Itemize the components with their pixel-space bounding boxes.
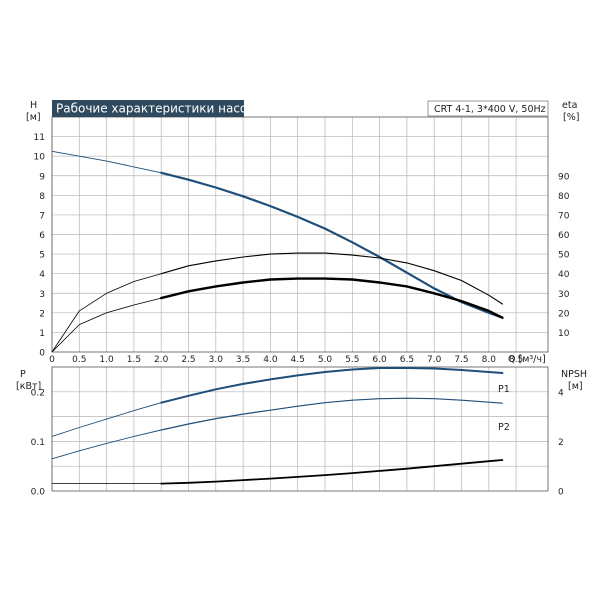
- bottom-y-right-tick-label: 0: [558, 488, 564, 498]
- x-tick-label: 2.0: [154, 355, 169, 365]
- efficiency-curve-2-low-flow: [51, 297, 162, 353]
- top-y-right-tick-label: 70: [558, 211, 570, 221]
- power-p1-curve-low-flow: [51, 402, 162, 437]
- x-tick-label: 3.5: [236, 355, 250, 365]
- top-y-left-tick-label: 9: [39, 172, 45, 182]
- x-tick-label: 7.5: [454, 355, 468, 365]
- bottom-y-left-label: P: [20, 369, 26, 380]
- x-tick-label: 0: [49, 355, 55, 365]
- bottom-y-left-tick-label: 0.1: [31, 438, 45, 448]
- x-tick-label: 1.0: [99, 355, 114, 365]
- x-tick-label: 7.0: [427, 355, 442, 365]
- top-y-left-tick-label: 3: [39, 290, 45, 300]
- x-tick-label: 4.5: [291, 355, 305, 365]
- power-p2-curve: [160, 397, 503, 431]
- curves: [51, 150, 504, 485]
- model-label: CRT 4-1, 3*400 V, 50Hz: [434, 104, 546, 115]
- top-y-right-unit: [%]: [563, 112, 579, 123]
- bottom-y-left-unit: [кВт]: [16, 381, 41, 392]
- chart-title: Рабочие характеристики насоса: [56, 102, 261, 116]
- top-y-right-tick-label: 90: [558, 172, 570, 182]
- bottom-y-right-unit: [м]: [568, 381, 583, 392]
- bottom-grid: [51, 367, 548, 491]
- head-curve: [160, 171, 504, 319]
- top-y-left-tick-label: 7: [39, 211, 45, 221]
- x-tick-label: 5.0: [318, 355, 333, 365]
- x-tick-label: 4.0: [263, 355, 278, 365]
- model-box: [427, 100, 549, 117]
- top-y-left-tick-label: 0: [39, 349, 45, 359]
- bottom-plot-frame: [51, 366, 549, 492]
- top-y-left-tick-label: 8: [39, 192, 45, 202]
- top-y-left-label: H: [30, 100, 37, 111]
- efficiency-curve-2: [159, 277, 504, 319]
- top-y-right-tick-label: 60: [558, 231, 570, 241]
- efficiency-curve-1: [160, 252, 503, 305]
- chart-title-background: [52, 100, 244, 117]
- tick-labels: 0 0.5 1.0 1.5 2.0 2.5 3.0 3.5 4.0 4.5 5.0 5.5 6.0 6.5…: [31, 133, 570, 497]
- x-tick-label: 3.0: [209, 355, 224, 365]
- bottom-y-left-tick-label: 0.0: [31, 488, 46, 498]
- top-grid: [51, 117, 548, 352]
- top-y-right-tick-label: 30: [558, 290, 570, 300]
- top-y-left-tick-label: 6: [39, 231, 45, 241]
- bottom-y-left-tick-label: 0.2: [31, 388, 45, 398]
- top-y-right-tick-label: 40: [558, 270, 570, 280]
- head-curve-low-flow: [51, 150, 162, 174]
- series-label-p2: P2: [498, 422, 510, 433]
- bottom-y-right-tick-label: 4: [558, 388, 564, 398]
- x-tick-label: 0.5: [72, 355, 86, 365]
- power-p1-curve: [160, 367, 504, 404]
- top-plot-frame: [51, 116, 549, 353]
- x-tick-label: 8.5: [509, 355, 523, 365]
- top-y-left-tick-label: 5: [39, 251, 45, 261]
- top-y-left-tick-label: 11: [34, 133, 45, 143]
- top-y-left-tick-label: 4: [39, 270, 45, 280]
- top-y-right-tick-label: 80: [558, 192, 570, 202]
- efficiency-curve-1-low-flow: [51, 273, 162, 353]
- top-y-right-label: eta: [562, 100, 577, 111]
- series-label-p1: P1: [498, 384, 510, 395]
- power-p2-curve-low-flow: [51, 429, 162, 460]
- bottom-y-right-tick-label: 2: [558, 438, 564, 448]
- x-tick-label: 8.0: [482, 355, 497, 365]
- x-tick-label: 6.5: [400, 355, 414, 365]
- bottom-y-right-label: NPSH: [561, 369, 587, 380]
- top-y-left-unit: [м]: [26, 112, 41, 123]
- top-y-right-tick-label: 20: [558, 309, 570, 319]
- x-tick-label: 2.5: [181, 355, 195, 365]
- npsh-curve: [160, 459, 504, 485]
- top-y-left-tick-label: 10: [34, 153, 46, 163]
- top-y-left-tick-label: 1: [39, 329, 45, 339]
- x-tick-label: 5.5: [345, 355, 359, 365]
- top-y-right-tick-label: 10: [558, 329, 570, 339]
- x-tick-label: 6.0: [372, 355, 387, 365]
- top-y-right-tick-label: 50: [558, 251, 570, 261]
- top-y-left-tick-label: 2: [39, 309, 45, 319]
- x-axis-label: Q [м³/ч]: [508, 354, 546, 365]
- x-tick-label: 1.5: [127, 355, 141, 365]
